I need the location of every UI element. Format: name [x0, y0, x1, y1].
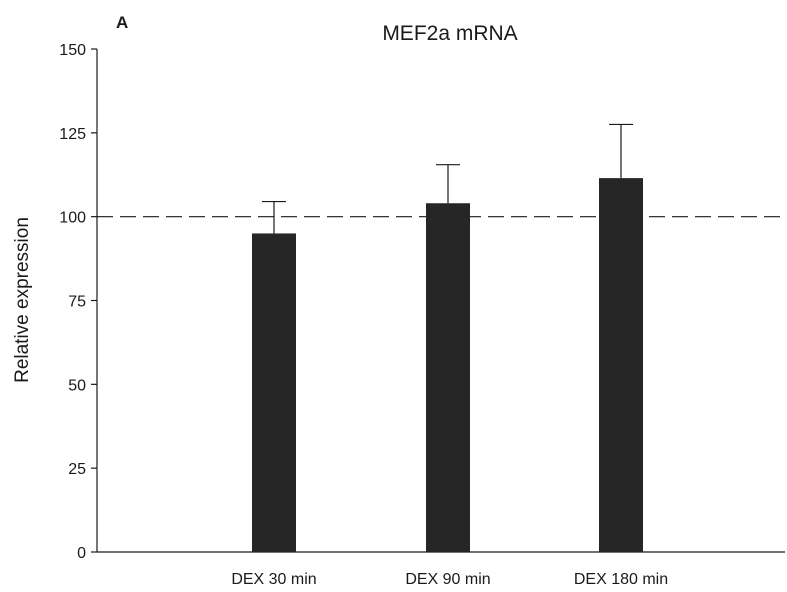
y-tick-label: 125	[59, 126, 86, 143]
y-tick-label: 75	[68, 294, 86, 311]
panel-label: A	[116, 13, 128, 32]
bar	[426, 203, 470, 552]
bar	[599, 178, 643, 552]
x-tick-label: DEX 30 min	[231, 571, 316, 588]
bars	[252, 178, 643, 552]
y-tick-label: 25	[68, 461, 86, 478]
y-tick-label: 150	[59, 42, 86, 59]
x-ticks: DEX 30 min DEX 90 min DEX 180 min	[231, 571, 668, 588]
x-tick-label: DEX 180 min	[574, 571, 668, 588]
error-bars	[262, 123, 633, 234]
y-axis-label: Relative expression	[12, 217, 33, 383]
y-tick-label: 50	[68, 377, 86, 394]
bar	[252, 233, 296, 552]
x-tick-label: DEX 90 min	[405, 571, 490, 588]
y-tick-label: 100	[59, 210, 86, 227]
y-ticks: 0 25 50 75 100 125 150	[59, 42, 97, 562]
chart-title: MEF2a mRNA	[382, 22, 517, 45]
y-tick-label: 0	[77, 545, 86, 562]
